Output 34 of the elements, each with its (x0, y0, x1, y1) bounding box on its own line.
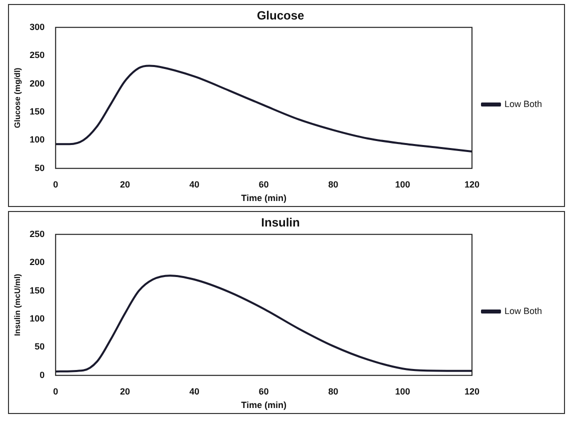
x-tick-label: 40 (189, 179, 200, 190)
y-tick-label: 50 (34, 342, 45, 352)
x-tick-label: 60 (258, 386, 269, 396)
x-tick-label: 60 (258, 179, 269, 190)
y-tick-label: 300 (30, 22, 45, 32)
x-tick-label: 120 (464, 179, 480, 190)
x-axis-title: Time (min) (241, 400, 286, 410)
y-tick-label: 150 (30, 106, 45, 116)
y-tick-label: 50 (34, 162, 45, 173)
y-tick-label: 0 (40, 370, 45, 380)
y-tick-label: 250 (30, 50, 45, 60)
y-tick-label: 250 (30, 228, 45, 239)
x-tick-label: 120 (464, 386, 480, 396)
y-tick-label: 200 (30, 78, 45, 88)
x-axis-title: Time (min) (241, 193, 286, 204)
y-tick-label: 100 (30, 313, 45, 324)
x-tick-label: 80 (328, 386, 338, 396)
x-tick-label: 20 (120, 386, 130, 396)
x-tick-label: 0 (53, 179, 58, 190)
legend-label: Low Both (504, 306, 542, 316)
x-tick-label: 100 (395, 179, 410, 190)
y-axis-title: Glucose (mg/dl) (13, 67, 22, 128)
y-tick-label: 100 (30, 134, 45, 145)
y-tick-label: 150 (30, 285, 45, 296)
x-tick-label: 20 (120, 179, 130, 190)
y-axis-title: Insulin (mcU/ml) (13, 273, 22, 336)
x-tick-label: 80 (328, 179, 338, 190)
legend-label: Low Both (504, 98, 542, 109)
y-tick-label: 200 (30, 257, 45, 268)
chart-title: Glucose (256, 8, 304, 23)
x-tick-label: 40 (189, 386, 200, 396)
chart-title: Insulin (261, 216, 300, 230)
x-tick-label: 0 (53, 386, 58, 396)
x-tick-label: 100 (395, 386, 410, 396)
